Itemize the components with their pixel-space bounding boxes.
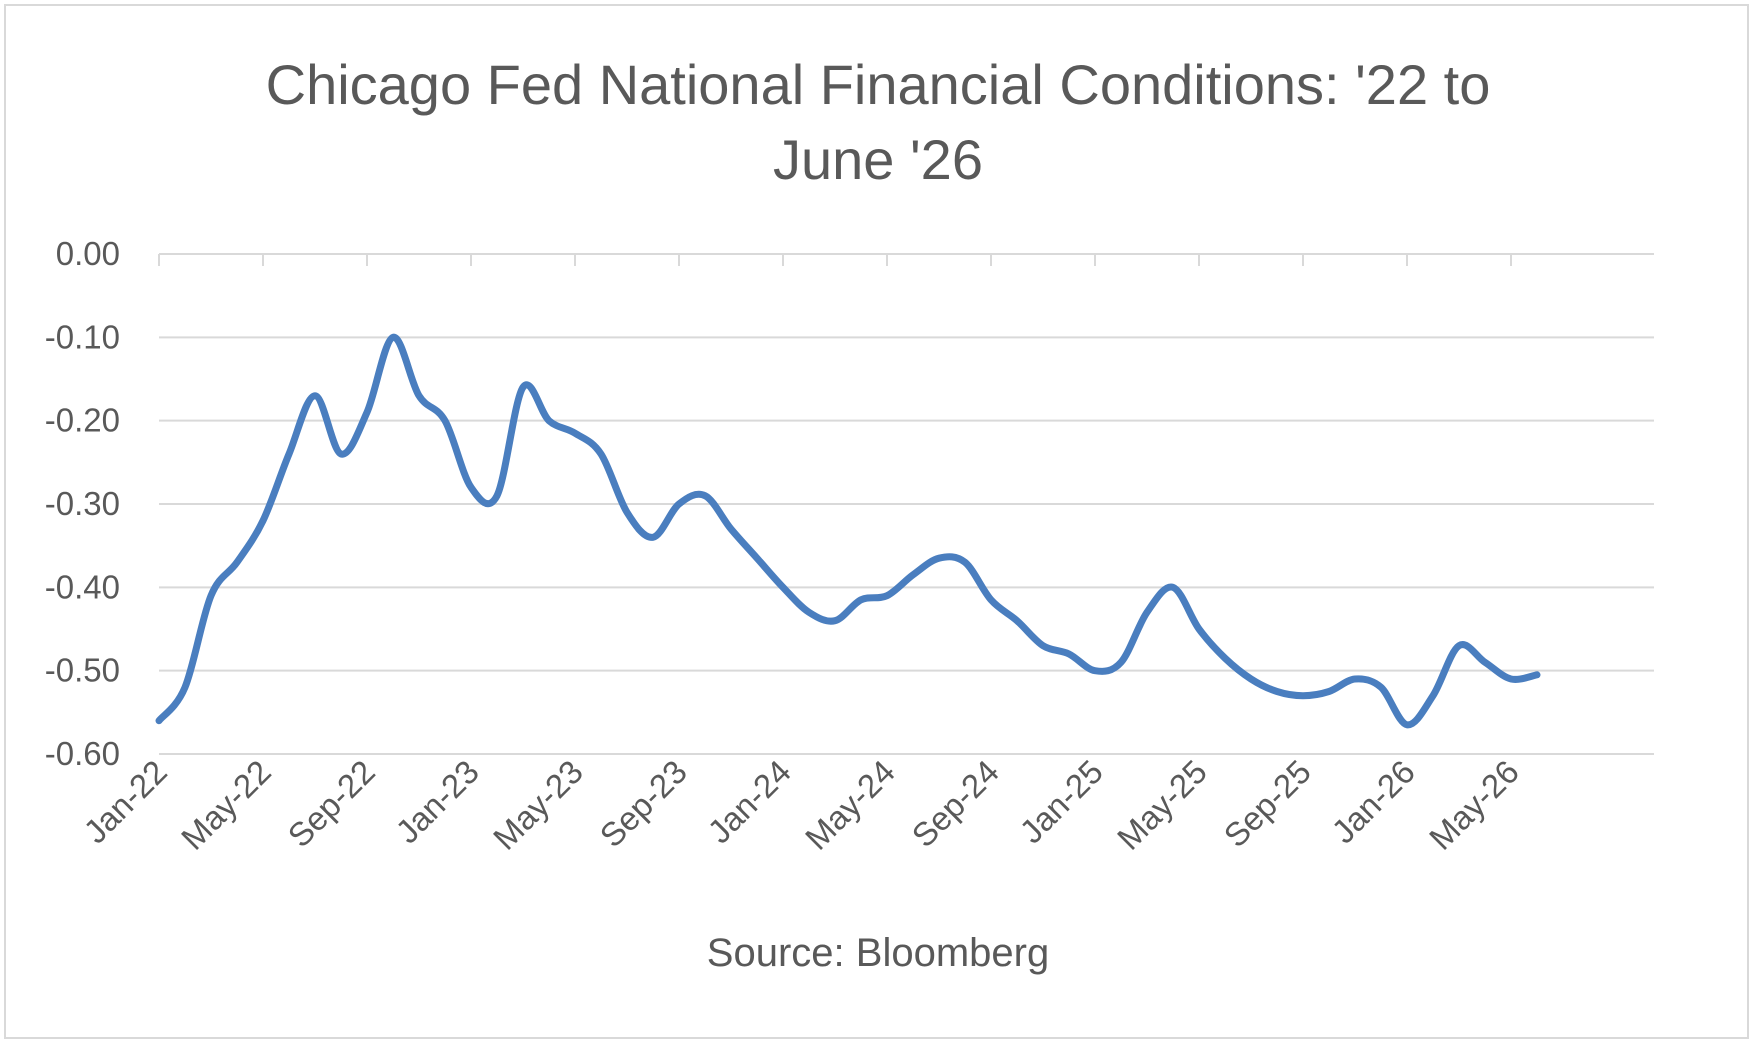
x-tick-label: Jan-23 [388, 753, 486, 851]
series-layer [155, 333, 1541, 729]
x-tick-label: Sep-24 [905, 753, 1006, 854]
x-tick-label: May-23 [486, 753, 590, 857]
y-tick-label: -0.50 [45, 652, 120, 689]
x-tick-label: May-22 [174, 753, 278, 857]
x-tick-label: Jan-24 [700, 753, 798, 851]
x-tick-label: May-26 [1422, 753, 1526, 857]
y-tick-label: 0.00 [56, 235, 120, 272]
y-tick-label: -0.40 [45, 568, 120, 605]
x-tick-label: Sep-25 [1217, 753, 1318, 854]
x-tick-label: Jan-25 [1012, 753, 1110, 851]
y-axis-tick-labels: 0.00 -0.10 -0.20 -0.30 -0.40 -0.50 -0.60 [45, 235, 120, 772]
x-tick-label: May-24 [798, 753, 902, 857]
gridlines [159, 336, 1654, 755]
x-axis [158, 253, 1654, 266]
y-tick-label: -0.10 [45, 318, 120, 355]
x-tick-label: Sep-22 [281, 753, 382, 854]
y-tick-label: -0.60 [45, 735, 120, 772]
series-line-0 [155, 333, 1541, 729]
chart-title-line-1: Chicago Fed National Financial Condition… [266, 53, 1491, 116]
x-tick-label: Jan-26 [1324, 753, 1422, 851]
x-tick-label: May-25 [1110, 753, 1214, 857]
chart-frame: Chicago Fed National Financial Condition… [4, 4, 1749, 1039]
x-tick-label: Sep-23 [593, 753, 694, 854]
x-axis-tick-labels: Jan-22 May-22 Sep-22 Jan-23 May-23 Sep-23 Jan-… [76, 753, 1526, 857]
chart-title-line-2: June '26 [773, 128, 983, 191]
y-tick-label: -0.30 [45, 485, 120, 522]
x-axis-title: Source: Bloomberg [707, 931, 1049, 975]
chart-svg: Chicago Fed National Financial Condition… [45, 53, 1654, 975]
y-tick-label: -0.20 [45, 402, 120, 439]
